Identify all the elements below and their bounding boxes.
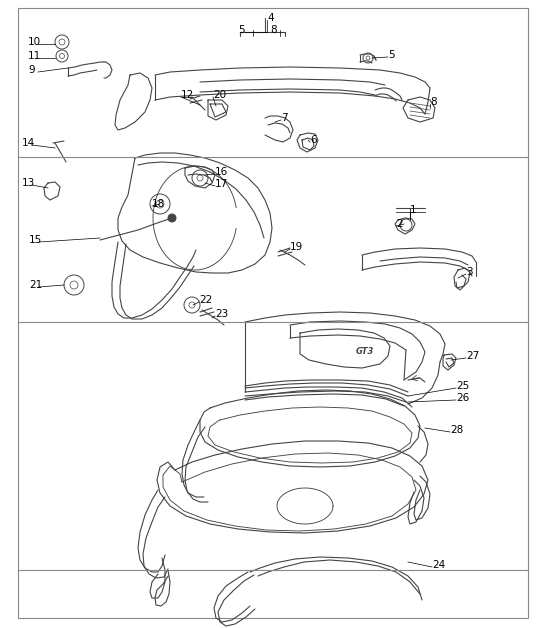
- Text: 5: 5: [388, 50, 395, 60]
- Text: 13: 13: [22, 178, 35, 188]
- Text: 9: 9: [28, 65, 35, 75]
- Text: 25: 25: [456, 381, 469, 391]
- Text: 7: 7: [281, 113, 288, 123]
- Text: 18: 18: [152, 199, 165, 209]
- Text: 8: 8: [270, 25, 277, 35]
- Text: 24: 24: [432, 560, 445, 570]
- Text: 3: 3: [466, 267, 473, 277]
- Text: 11: 11: [28, 51, 41, 61]
- Text: 15: 15: [29, 235, 43, 245]
- Text: GT3: GT3: [356, 347, 374, 357]
- Text: 26: 26: [456, 393, 469, 403]
- Circle shape: [168, 214, 176, 222]
- Text: 28: 28: [450, 425, 463, 435]
- Text: 20: 20: [213, 90, 226, 100]
- Text: 17: 17: [215, 179, 228, 189]
- Text: 4: 4: [267, 13, 274, 23]
- Text: 6: 6: [310, 135, 317, 145]
- Text: 19: 19: [290, 242, 303, 252]
- Text: 8: 8: [430, 97, 437, 107]
- Text: 22: 22: [199, 295, 212, 305]
- Text: 10: 10: [28, 37, 41, 47]
- Text: 5: 5: [238, 25, 245, 35]
- Text: 14: 14: [22, 138, 35, 148]
- Text: 12: 12: [181, 90, 194, 100]
- Text: 23: 23: [215, 309, 228, 319]
- Text: 2: 2: [396, 219, 403, 229]
- Text: 16: 16: [215, 167, 228, 177]
- Text: 27: 27: [466, 351, 479, 361]
- Text: 1: 1: [410, 205, 416, 215]
- Text: 21: 21: [29, 280, 43, 290]
